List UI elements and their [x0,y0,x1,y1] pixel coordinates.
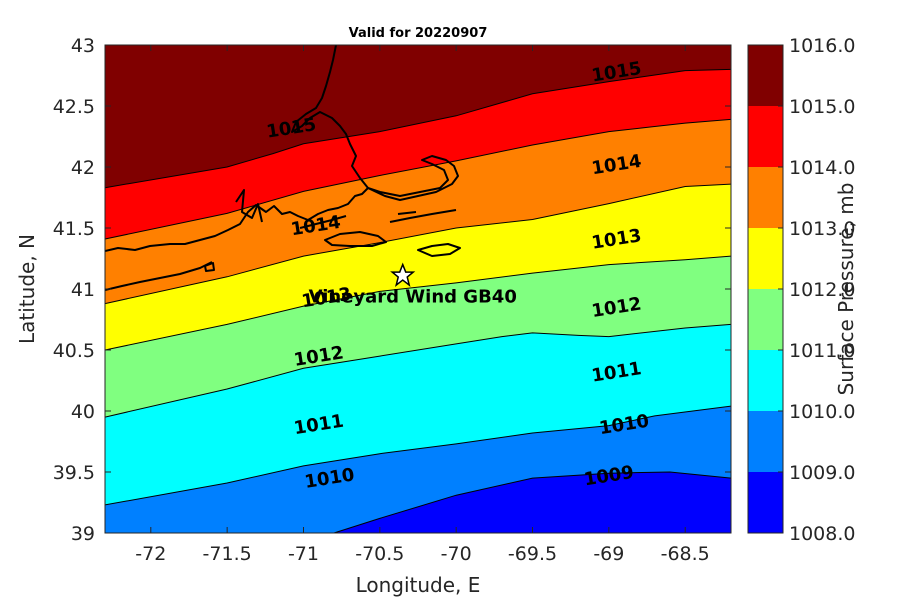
colorbar-swatch [748,411,783,472]
y-tick-label: 41 [71,279,95,301]
x-tick-label: -71 [288,543,319,565]
colorbar-tick-label: 1015.0 [789,96,855,118]
block-island [204,262,215,272]
nantucket [417,243,461,257]
x-tick-label: -70.5 [355,543,404,565]
colorbar-tick-label: 1009.0 [789,462,855,484]
colorbar-tick-label: 1016.0 [789,35,855,57]
x-tick-label: -70 [441,543,472,565]
y-tick-label: 42.5 [53,96,95,118]
cape-cod [367,155,459,201]
isoline-1011 [105,323,731,418]
elizabeth-islands [299,215,347,229]
y-tick-label: 39.5 [53,462,95,484]
marthas-vineyard [324,231,387,247]
site-star-icon [390,262,416,287]
x-tick-label: -71.5 [203,543,252,565]
colorbar-swatch [748,106,783,167]
isoline-1010 [105,405,731,506]
islands-south [389,209,457,223]
colorbar-tick-label: 1012.0 [789,279,855,301]
x-tick-label: -68.5 [661,543,710,565]
colorbar-swatch [748,45,783,106]
y-tick-label: 40 [71,401,95,423]
isoline-1009 [333,471,731,533]
new-england-coast [105,45,369,252]
x-axis-ticks: -72 -71.5 -71 -70.5 -70 -69.5 -69 -68.5 [135,45,710,565]
colorbar-swatch [748,472,783,533]
long-island-tip [105,261,213,291]
x-tick-label: -72 [135,543,166,565]
y-tick-label: 41.5 [53,218,95,240]
colorbar: 1008.0 1009.0 1010.0 1011.0 1012.0 1013.0 1014… [747,35,855,545]
isoline-1012 [105,255,731,351]
colorbar-tick-label: 1010.0 [789,401,855,423]
isoline-1015 [105,68,731,189]
y-axis-label: Latitude, N [15,234,39,344]
pressure-isolines [105,68,731,533]
x-tick-label: -69 [593,543,624,565]
y-tick-label: 39 [71,523,95,545]
site-label: Vineyard Wind GB40 [309,287,517,308]
x-tick-label: -69.5 [508,543,557,565]
band-1015 [105,45,731,188]
colorbar-swatch [748,228,783,289]
y-tick-label: 43 [71,35,95,57]
colorbar-swatch [748,350,783,411]
x-axis-label: Longitude, E [356,573,481,597]
narragansett-bay [235,189,263,223]
colorbar-tick-label: 1011.0 [789,340,855,362]
coastline [105,45,461,291]
isoline-1014 [105,118,731,240]
colorbar-swatch [748,167,783,228]
y-tick-label: 40.5 [53,340,95,362]
colorbar-label: Surface Pressure, mb [834,183,858,396]
colorbar-tick-label: 1013.0 [789,218,855,240]
isoline-1013 [105,183,731,305]
colorbar-tick-label: 1014.0 [789,157,855,179]
y-axis-ticks: 39 39.5 40 40.5 41 41.5 42 42.5 43 [53,35,731,545]
colorbar-swatch [748,289,783,350]
pressure-bands [105,45,731,533]
y-tick-label: 42 [71,157,95,179]
map-title: Valid for 20220907 [349,26,488,41]
colorbar-tick-label: 1008.0 [789,523,855,545]
